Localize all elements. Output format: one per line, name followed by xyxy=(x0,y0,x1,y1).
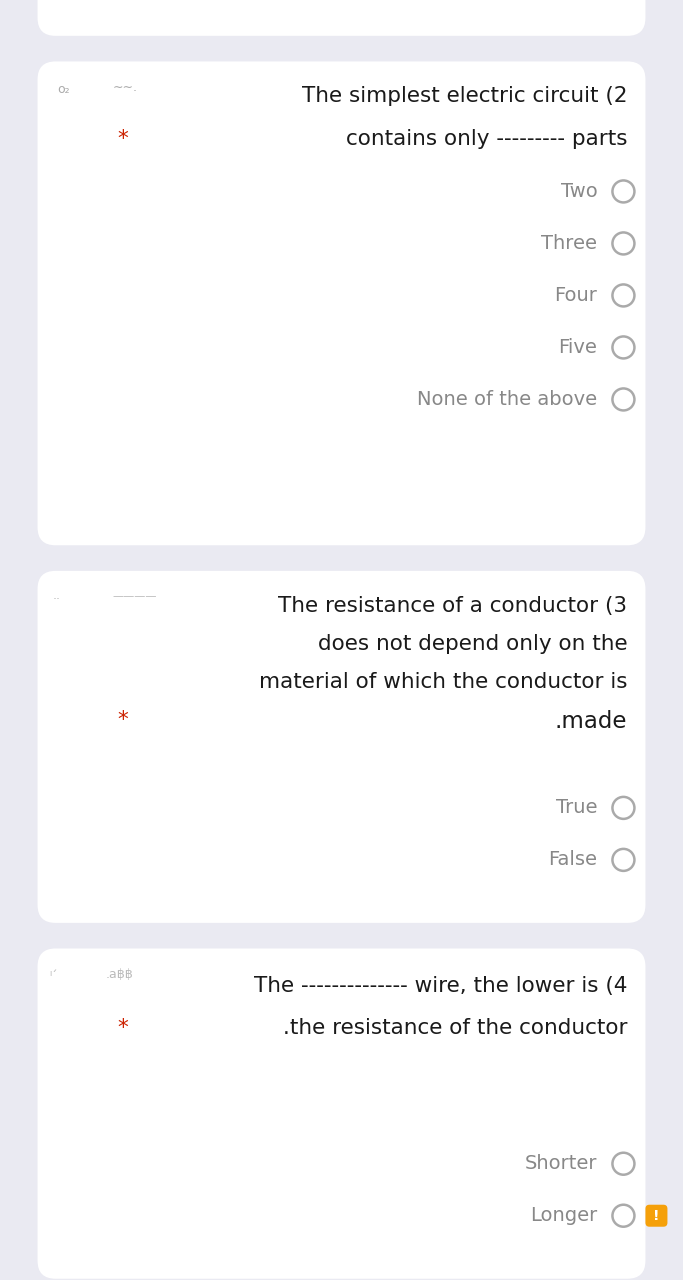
Text: Four: Four xyxy=(555,285,598,305)
Text: The -------------- wire, the lower is (4: The -------------- wire, the lower is (4 xyxy=(254,977,628,997)
Text: *: * xyxy=(117,129,128,150)
Text: .the resistance of the conductor: .the resistance of the conductor xyxy=(283,1019,628,1038)
Text: True: True xyxy=(556,799,598,818)
Text: *: * xyxy=(117,1019,128,1038)
Text: ————: ———— xyxy=(113,591,157,600)
Text: !: ! xyxy=(653,1208,660,1222)
Text: *: * xyxy=(117,710,128,730)
Text: ··: ·· xyxy=(53,593,61,605)
Text: .a฿฿: .a฿฿ xyxy=(106,969,133,982)
Text: material of which the conductor is: material of which the conductor is xyxy=(259,672,628,692)
Text: contains only --------- parts: contains only --------- parts xyxy=(346,129,628,150)
Text: False: False xyxy=(548,850,598,869)
Text: Longer: Longer xyxy=(530,1206,598,1225)
Text: Three: Three xyxy=(542,234,598,253)
Text: .made: .made xyxy=(555,710,628,733)
Text: ᴵ´: ᴵ´ xyxy=(50,970,58,983)
Text: does not depend only on the: does not depend only on the xyxy=(318,634,628,654)
Text: The resistance of a conductor (3: The resistance of a conductor (3 xyxy=(279,596,628,616)
Text: Two: Two xyxy=(561,182,598,201)
FancyBboxPatch shape xyxy=(645,1204,667,1226)
Text: Five: Five xyxy=(559,338,598,357)
Text: ∼∼.: ∼∼. xyxy=(113,82,137,95)
FancyBboxPatch shape xyxy=(38,948,645,1279)
Text: Shorter: Shorter xyxy=(525,1155,598,1174)
Text: o₂: o₂ xyxy=(57,83,70,96)
FancyBboxPatch shape xyxy=(38,571,645,923)
FancyBboxPatch shape xyxy=(38,61,645,545)
FancyBboxPatch shape xyxy=(38,0,645,36)
Text: The simplest electric circuit (2: The simplest electric circuit (2 xyxy=(302,87,628,106)
Text: None of the above: None of the above xyxy=(417,390,598,408)
